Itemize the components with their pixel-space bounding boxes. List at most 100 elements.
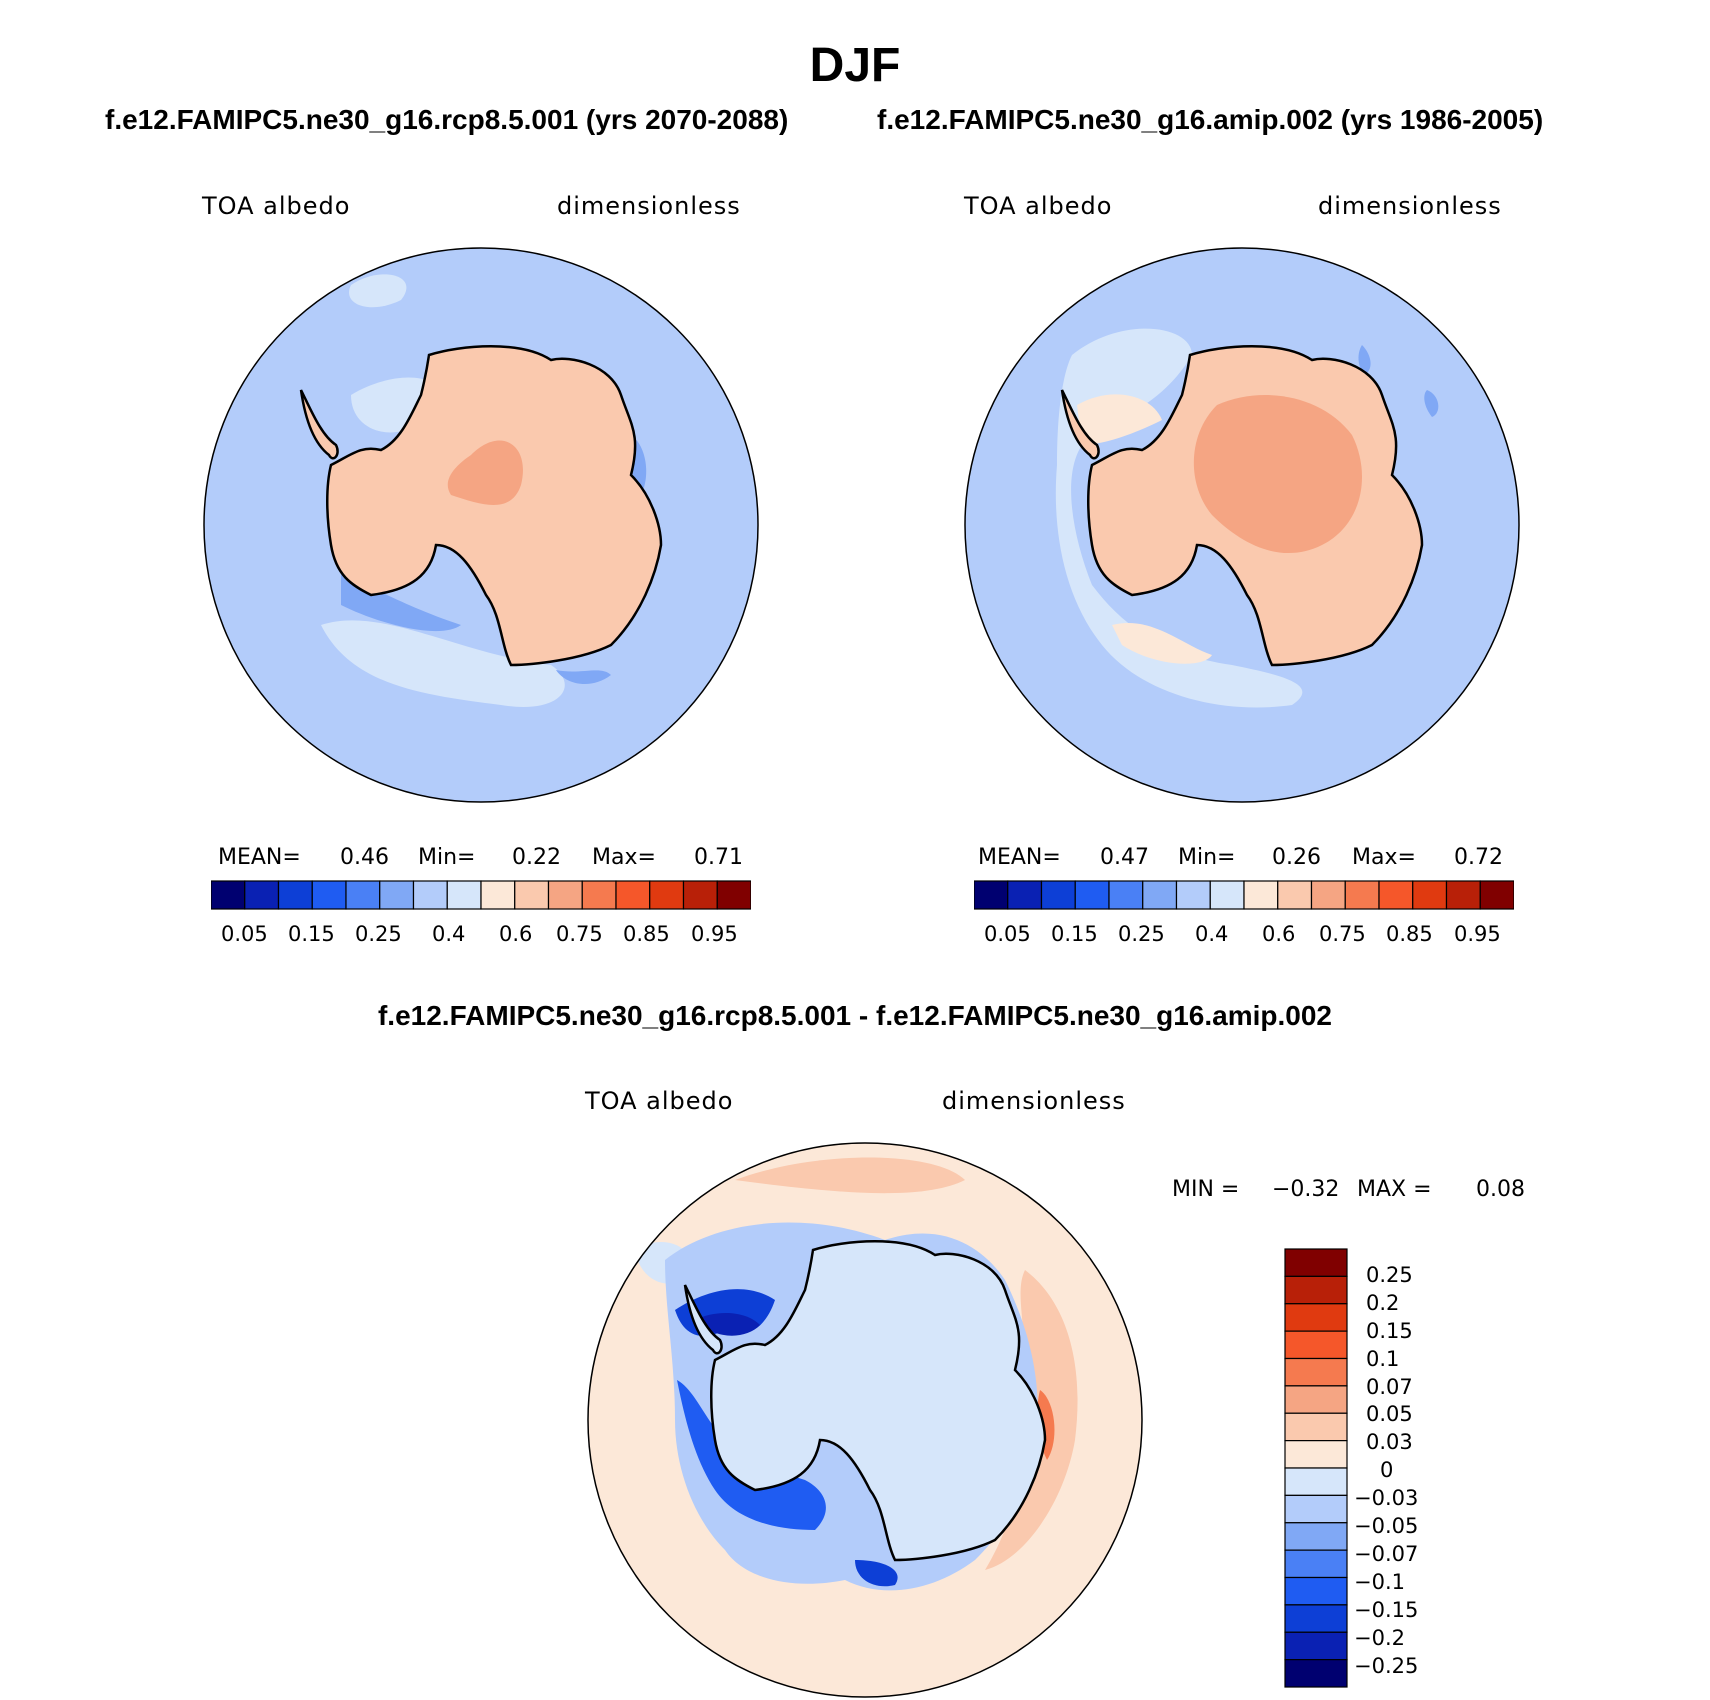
colorbar-swatch xyxy=(211,880,246,910)
colorbar-tick-label: −0.25 xyxy=(1354,1654,1419,1678)
panel1-units-label: dimensionless xyxy=(557,192,741,220)
colorbar-tick-label: 0.75 xyxy=(556,922,603,946)
colorbar-tick-label: 0 xyxy=(1380,1458,1394,1482)
colorbar-swatch xyxy=(1277,880,1313,910)
colorbar-tick-label: 0.75 xyxy=(1319,922,1366,946)
colorbar-tick-label: 0.25 xyxy=(355,922,402,946)
panel2-max-value: 0.72 xyxy=(1454,845,1503,870)
colorbar-swatch xyxy=(1310,880,1346,910)
panel2-max-label: Max= xyxy=(1352,845,1416,870)
colorbar-swatch xyxy=(379,880,415,910)
diff-units-label: dimensionless xyxy=(942,1087,1126,1115)
colorbar-tick-label: 0.15 xyxy=(1366,1319,1413,1343)
colorbar-swatch xyxy=(1284,1522,1348,1551)
colorbar-tick-label: 0.95 xyxy=(691,922,738,946)
colorbar-tick-label: 0.85 xyxy=(623,922,670,946)
colorbar-swatch xyxy=(480,880,516,910)
colorbar-tick-label: 0.95 xyxy=(1454,922,1501,946)
colorbar-swatch xyxy=(1378,880,1414,910)
colorbar-swatch xyxy=(682,880,718,910)
colorbar-swatch xyxy=(1412,880,1448,910)
panel1-min-value: 0.22 xyxy=(512,845,561,870)
colorbar-tick-label: 0.6 xyxy=(1262,922,1296,946)
colorbar-tick-label: 0.4 xyxy=(1195,922,1229,946)
colorbar-swatch xyxy=(1284,1467,1348,1496)
colorbar-swatch xyxy=(412,880,448,910)
colorbar-swatch xyxy=(1284,1549,1348,1579)
panel1-max-value: 0.71 xyxy=(694,845,743,870)
panel1-case-title: f.e12.FAMIPC5.ne30_g16.rcp8.5.001 (yrs 2… xyxy=(105,104,789,135)
colorbar-tick-label: 0.05 xyxy=(221,922,268,946)
diff-max-label: MAX = xyxy=(1357,1177,1432,1202)
colorbar-swatch xyxy=(1284,1248,1348,1277)
diff-min-label: MIN = xyxy=(1172,1177,1240,1202)
colorbar-swatch xyxy=(1284,1275,1348,1305)
diff-colorbar xyxy=(1284,1248,1348,1688)
panel2-units-label: dimensionless xyxy=(1318,192,1502,220)
colorbar-swatch xyxy=(974,880,1009,910)
colorbar-swatch xyxy=(1074,880,1110,910)
colorbar-swatch xyxy=(581,880,617,910)
colorbar-swatch xyxy=(1284,1357,1348,1387)
colorbar-tick-label: 0.15 xyxy=(1051,922,1098,946)
colorbar-swatch xyxy=(1007,880,1043,910)
colorbar-swatch xyxy=(1108,880,1144,910)
colorbar-swatch xyxy=(1445,880,1481,910)
colorbar-swatch xyxy=(1284,1494,1348,1524)
panel1-max-label: Max= xyxy=(592,845,656,870)
colorbar-swatch xyxy=(446,880,482,910)
colorbar-swatch xyxy=(1142,880,1178,910)
colorbar-tick-label: −0.03 xyxy=(1354,1486,1419,1510)
colorbar-tick-label: 0.05 xyxy=(984,922,1031,946)
panel1-variable-label: TOA albedo xyxy=(202,192,351,220)
colorbar-tick-label: 0.1 xyxy=(1366,1347,1400,1371)
colorbar-swatch xyxy=(615,880,651,910)
colorbar-swatch xyxy=(1209,880,1245,910)
panel2-variable-label: TOA albedo xyxy=(964,192,1113,220)
panel2-mean-value: 0.47 xyxy=(1100,845,1149,870)
colorbar-tick-label: 0.07 xyxy=(1366,1375,1413,1399)
colorbar-swatch xyxy=(244,880,280,910)
colorbar-swatch xyxy=(345,880,381,910)
colorbar-tick-label: 0.85 xyxy=(1386,922,1433,946)
colorbar-tick-label: −0.1 xyxy=(1354,1570,1405,1594)
panel2-case-title: f.e12.FAMIPC5.ne30_g16.amip.002 (yrs 198… xyxy=(877,104,1544,135)
colorbar-swatch xyxy=(1284,1385,1348,1414)
panel2-map xyxy=(964,247,1520,803)
diff-case-title: f.e12.FAMIPC5.ne30_g16.rcp8.5.001 - f.e1… xyxy=(377,1000,1333,1031)
colorbar-tick-label: −0.07 xyxy=(1354,1542,1419,1566)
colorbar-tick-label: 0.2 xyxy=(1366,1291,1400,1315)
colorbar-swatch xyxy=(1284,1330,1348,1360)
colorbar-tick-label: 0.25 xyxy=(1366,1263,1413,1287)
colorbar-swatch xyxy=(311,880,347,910)
colorbar-swatch xyxy=(1284,1631,1348,1661)
colorbar-tick-label: 0.03 xyxy=(1366,1430,1413,1454)
colorbar-swatch xyxy=(277,880,313,910)
colorbar-swatch xyxy=(649,880,685,910)
colorbar-swatch xyxy=(1284,1659,1348,1688)
panel1-mean-label: MEAN= xyxy=(218,845,301,870)
colorbar-tick-label: 0.05 xyxy=(1366,1402,1413,1426)
panel2-min-label: Min= xyxy=(1178,845,1236,870)
colorbar-swatch xyxy=(1175,880,1211,910)
panel1-colorbar-labels: 0.05 0.15 0.25 0.4 0.6 0.75 0.85 0.95 xyxy=(211,922,751,950)
diff-colorbar-labels: 0.25 0.2 0.15 0.1 0.07 0.05 0.03 0 −0.03… xyxy=(1354,1248,1494,1688)
colorbar-swatch xyxy=(1344,880,1380,910)
panel1-colorbar xyxy=(211,880,751,910)
panel1-map xyxy=(203,247,759,803)
diff-variable-label: TOA albedo xyxy=(585,1087,734,1115)
colorbar-swatch xyxy=(1040,880,1076,910)
colorbar-tick-label: 0.4 xyxy=(432,922,466,946)
colorbar-tick-label: −0.15 xyxy=(1354,1598,1419,1622)
diff-map xyxy=(587,1142,1143,1698)
colorbar-swatch xyxy=(716,880,751,910)
colorbar-swatch xyxy=(1284,1604,1348,1633)
diff-min-value: −0.32 xyxy=(1272,1177,1340,1202)
panel2-colorbar-labels: 0.05 0.15 0.25 0.4 0.6 0.75 0.85 0.95 xyxy=(974,922,1514,950)
colorbar-tick-label: 0.25 xyxy=(1118,922,1165,946)
colorbar-swatch xyxy=(1243,880,1279,910)
main-title: DJF xyxy=(809,39,901,92)
colorbar-swatch xyxy=(1284,1576,1348,1606)
colorbar-swatch xyxy=(1284,1303,1348,1332)
colorbar-swatch xyxy=(1284,1440,1348,1469)
